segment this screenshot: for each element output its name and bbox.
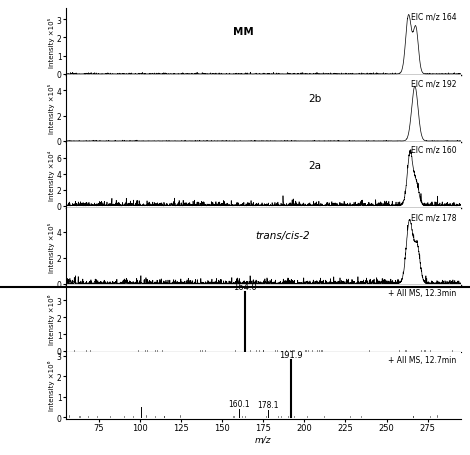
Y-axis label: Intensity ×10⁵: Intensity ×10⁵ <box>48 84 55 134</box>
Text: EIC m/z 178: EIC m/z 178 <box>411 212 457 222</box>
Text: trans/cis-2: trans/cis-2 <box>256 231 310 241</box>
Text: 191.9: 191.9 <box>279 350 303 359</box>
Y-axis label: Intensity ×10⁵: Intensity ×10⁵ <box>48 222 55 272</box>
Text: + All MS, 12.7min: + All MS, 12.7min <box>388 355 457 364</box>
Text: EIC m/z 164: EIC m/z 164 <box>411 12 457 21</box>
Text: 178.1: 178.1 <box>258 400 279 410</box>
Text: 2b: 2b <box>308 94 321 104</box>
Text: 160.1: 160.1 <box>228 399 250 408</box>
Y-axis label: Intensity ×10⁴: Intensity ×10⁴ <box>48 151 55 201</box>
Text: EIC m/z 192: EIC m/z 192 <box>411 79 457 88</box>
Y-axis label: Intensity ×10⁵: Intensity ×10⁵ <box>48 17 55 67</box>
X-axis label: Time [min]: Time [min] <box>235 301 291 310</box>
Text: MM: MM <box>233 27 254 37</box>
Text: EIC m/z 160: EIC m/z 160 <box>411 146 457 155</box>
X-axis label: m/z: m/z <box>255 435 272 444</box>
Text: 2a: 2a <box>308 161 321 171</box>
Y-axis label: Intensity ×10⁶: Intensity ×10⁶ <box>48 360 55 410</box>
Y-axis label: Intensity ×10⁶: Intensity ×10⁶ <box>48 293 55 344</box>
Text: 164.0: 164.0 <box>233 283 257 292</box>
Text: + All MS, 12.3min: + All MS, 12.3min <box>388 289 457 298</box>
